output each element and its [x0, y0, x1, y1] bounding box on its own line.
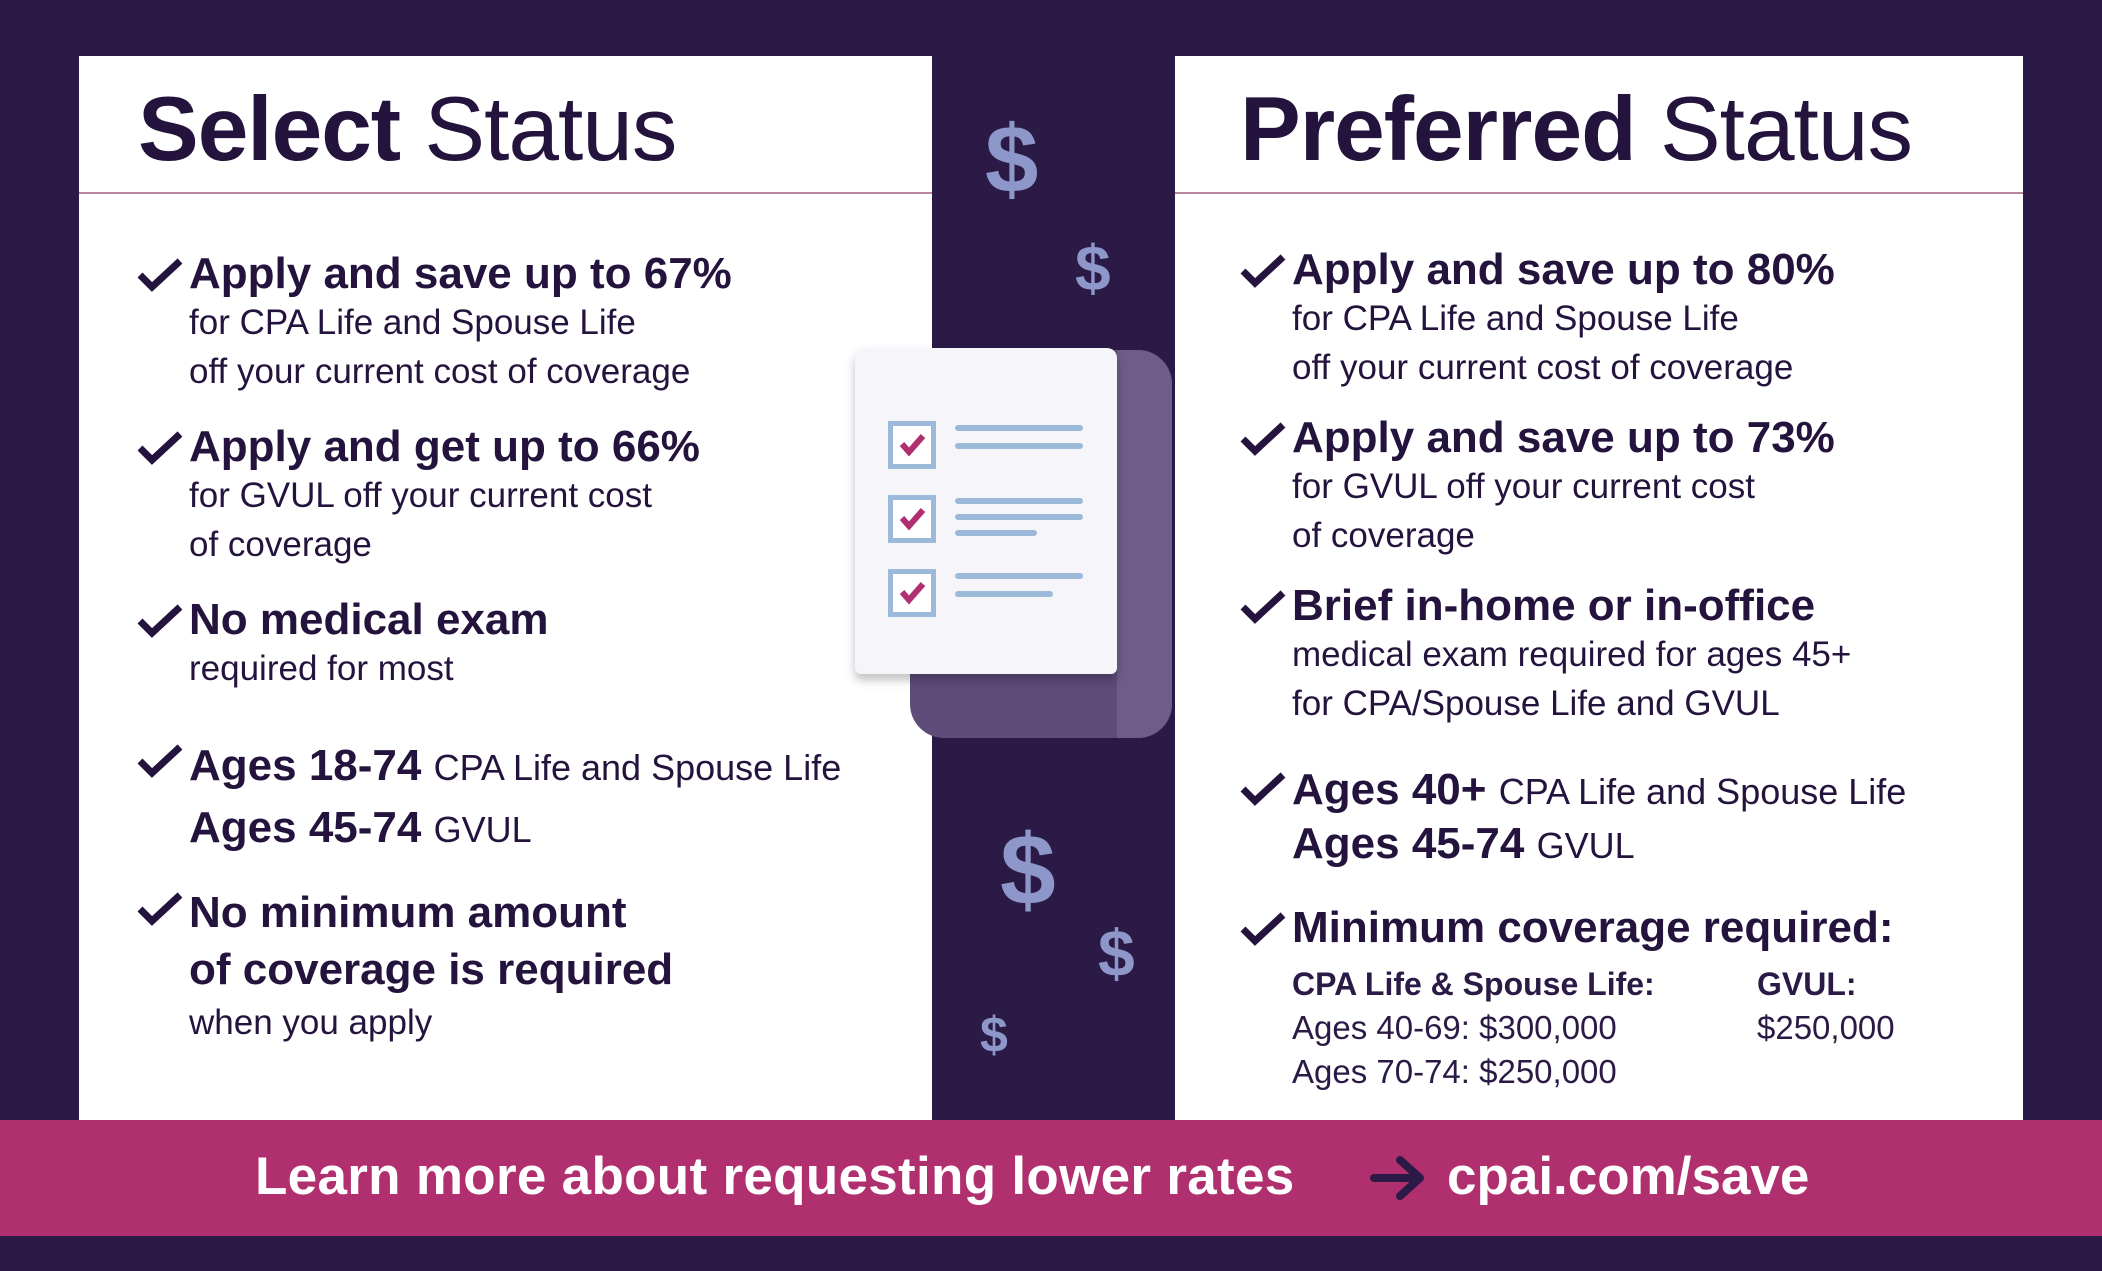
checkmark-icon: [1240, 912, 1286, 946]
checkmark-icon: [137, 258, 183, 292]
item-heading: Brief in-home or in-office: [1292, 581, 1816, 630]
item-heading: No minimum amount: [189, 888, 627, 937]
card-title: Preferred Status: [1240, 84, 1913, 175]
age-range: Ages 18-74: [189, 741, 422, 790]
title-light: Status: [424, 79, 677, 180]
dollar-icon: $: [1075, 232, 1111, 304]
list-item: Apply and save up to 73% for GVUL off yo…: [1240, 414, 1835, 560]
banner-text: Learn more about requesting lower rates: [255, 1147, 1295, 1206]
item-text: of coverage: [1292, 516, 1475, 555]
item-text: for GVUL off your current cost: [189, 476, 652, 515]
checkmark-icon: [1240, 422, 1286, 456]
item-heading: Apply and save up to 73%: [1292, 413, 1835, 462]
dollar-icon: $: [985, 106, 1039, 213]
bottom-strip: [0, 1236, 2102, 1271]
item-heading: Ages 40+ CPA Life and Spouse Life: [1292, 764, 1906, 818]
coverage-value: Ages 40-69: $300,000: [1292, 1009, 1617, 1046]
title-strong: Select: [138, 79, 401, 180]
checkmark-icon: [137, 892, 183, 926]
coverage-value: $250,000: [1757, 1009, 1895, 1046]
item-text: medical exam required for ages 45+: [1292, 635, 1852, 674]
list-item: No medical exam required for most: [137, 596, 549, 693]
list-item: Apply and save up to 80% for CPA Life an…: [1240, 246, 1835, 392]
age-product: CPA Life and Spouse Life: [1498, 771, 1907, 812]
list-item: Apply and save up to 67% for CPA Life an…: [137, 250, 732, 396]
select-status-card: Select Status Apply and save up to 67% f…: [79, 56, 932, 1124]
list-item: Brief in-home or in-office medical exam …: [1240, 582, 1851, 728]
doc-line: [955, 425, 1083, 431]
card-header: Select Status: [79, 56, 932, 194]
item-text: for GVUL off your current cost: [1292, 467, 1755, 506]
card-title: Select Status: [138, 84, 677, 175]
item-heading: Apply and save up to 67%: [189, 249, 732, 298]
doc-line: [955, 530, 1037, 536]
doc-line: [955, 591, 1053, 597]
list-item: Minimum coverage required: CPA Life & Sp…: [1240, 903, 1895, 1090]
list-item: No minimum amount of coverage is require…: [137, 884, 673, 1047]
checkbox-icon: [888, 421, 936, 469]
list-item: Ages 40+ CPA Life and Spouse Life Ages 4…: [1240, 764, 1906, 872]
title-strong: Preferred: [1240, 79, 1637, 180]
item-heading: Ages 45-74 GVUL: [189, 798, 841, 860]
item-text: for CPA Life and Spouse Life: [189, 303, 636, 342]
coverage-column-cpa: CPA Life & Spouse Life: Ages 40-69: $300…: [1292, 962, 1655, 1094]
age-product: CPA Life and Spouse Life: [433, 747, 842, 788]
item-text: required for most: [189, 649, 454, 688]
item-heading: Apply and get up to 66%: [189, 422, 700, 471]
arrow-right-icon: [1370, 1156, 1424, 1200]
checkmark-icon: [1240, 772, 1286, 806]
item-heading: Apply and save up to 80%: [1292, 245, 1835, 294]
age-range: Ages 45-74: [1292, 819, 1525, 868]
item-text: for CPA/Spouse Life and GVUL: [1292, 684, 1780, 723]
coverage-heading: CPA Life & Spouse Life:: [1292, 966, 1655, 1002]
checkmark-icon: [1240, 590, 1286, 624]
item-text: off your current cost of coverage: [1292, 348, 1794, 387]
checkmark-icon: [137, 744, 183, 778]
doc-line: [955, 573, 1083, 579]
item-text: when you apply: [189, 1003, 433, 1042]
doc-line: [955, 498, 1083, 504]
age-range: Ages 40+: [1292, 765, 1487, 814]
age-range: Ages 45-74: [189, 803, 422, 852]
list-item: Apply and get up to 66% for GVUL off you…: [137, 423, 700, 569]
coverage-heading: GVUL:: [1757, 966, 1857, 1002]
item-text: for CPA Life and Spouse Life: [1292, 299, 1739, 338]
checkmark-icon: [137, 431, 183, 465]
preferred-status-card: Preferred Status Apply and save up to 80…: [1175, 56, 2023, 1124]
card-header: Preferred Status: [1175, 56, 2023, 194]
doc-line: [955, 514, 1083, 520]
dollar-icon: $: [1000, 814, 1056, 926]
checkbox-icon: [888, 495, 936, 543]
banner-link[interactable]: cpai.com/save: [1447, 1147, 1810, 1206]
checkmark-icon: [1240, 254, 1286, 288]
checkmark-icon: [137, 604, 183, 638]
doc-line: [955, 443, 1083, 449]
item-heading: of coverage is required: [189, 945, 674, 994]
document-curl: [1117, 350, 1172, 738]
item-heading: Ages 18-74 CPA Life and Spouse Life: [189, 736, 841, 798]
checkbox-icon: [888, 569, 936, 617]
list-item: Ages 18-74 CPA Life and Spouse Life Ages…: [137, 736, 841, 860]
cta-banner[interactable]: Learn more about requesting lower rates …: [0, 1120, 2102, 1236]
item-heading: No medical exam: [189, 595, 549, 644]
item-heading: Minimum coverage required:: [1292, 903, 1894, 952]
coverage-value: Ages 70-74: $250,000: [1292, 1053, 1617, 1090]
item-heading: Ages 45-74 GVUL: [1292, 818, 1906, 872]
coverage-table: CPA Life & Spouse Life: Ages 40-69: $300…: [1292, 962, 1895, 1090]
item-text: off your current cost of coverage: [189, 352, 691, 391]
age-product: GVUL: [433, 809, 532, 850]
checklist-document-icon: [855, 348, 1117, 674]
title-light: Status: [1659, 79, 1913, 180]
item-text: of coverage: [189, 525, 372, 564]
coverage-column-gvul: GVUL: $250,000: [1757, 962, 1895, 1050]
dollar-icon: $: [1098, 916, 1135, 990]
age-product: GVUL: [1536, 825, 1635, 866]
dollar-icon: $: [980, 1007, 1008, 1063]
